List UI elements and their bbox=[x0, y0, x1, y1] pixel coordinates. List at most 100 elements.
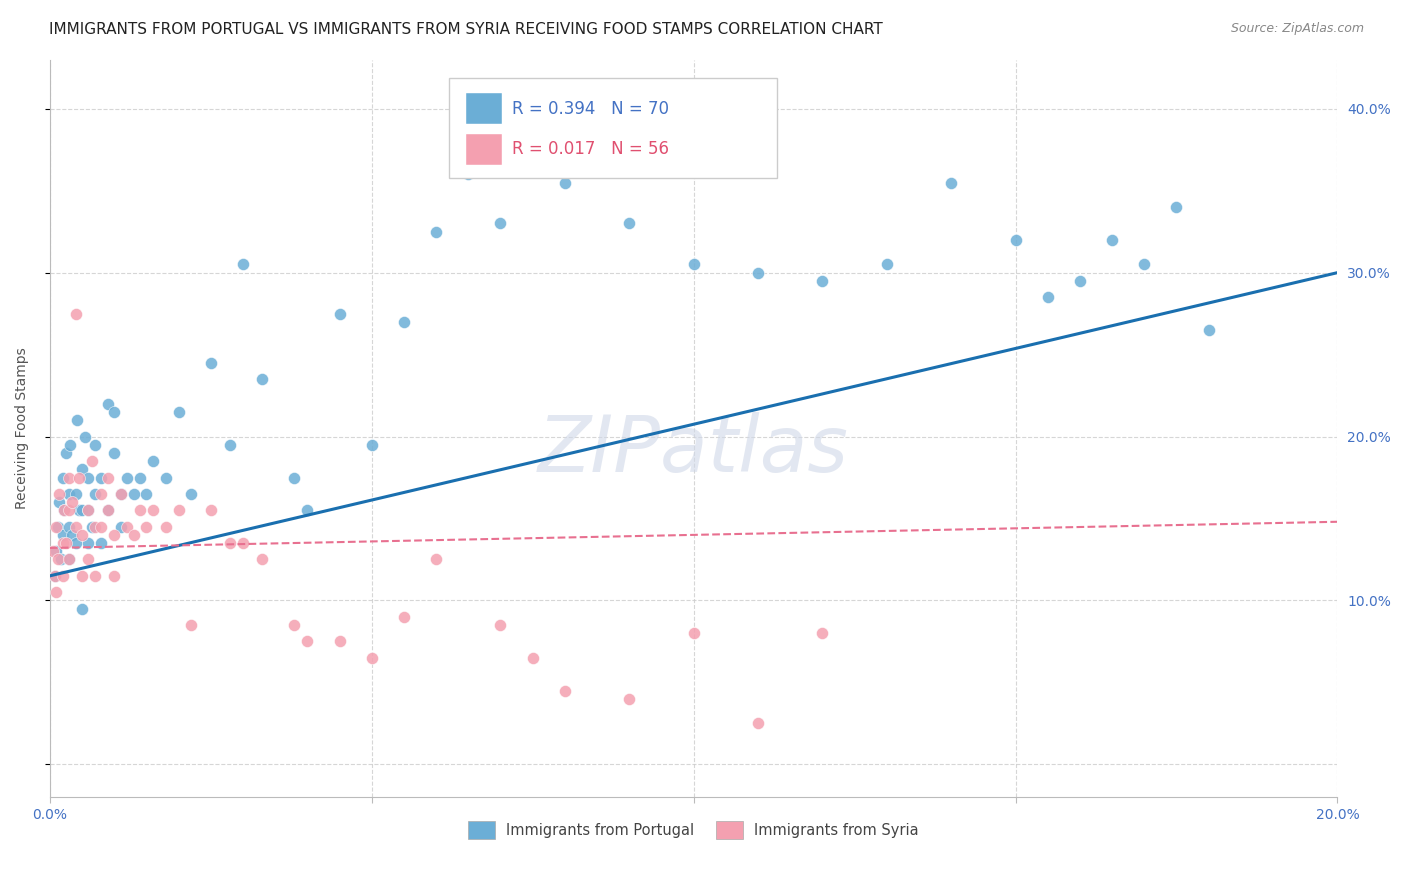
Point bbox=[70, 528, 93, 542]
Point bbox=[52, 528, 75, 542]
Point bbox=[167, 503, 190, 517]
Point bbox=[83, 519, 105, 533]
Point bbox=[1036, 290, 1059, 304]
Point bbox=[103, 528, 125, 542]
Point bbox=[554, 176, 576, 190]
Point bbox=[67, 503, 90, 517]
Point bbox=[77, 470, 100, 484]
Point bbox=[83, 438, 105, 452]
Point bbox=[46, 519, 69, 533]
Point bbox=[90, 519, 112, 533]
Point bbox=[45, 585, 67, 599]
Point bbox=[747, 266, 769, 280]
Point bbox=[70, 462, 93, 476]
Point bbox=[142, 503, 165, 517]
Point bbox=[360, 650, 382, 665]
Point bbox=[1133, 257, 1156, 271]
Point bbox=[70, 569, 93, 583]
FancyBboxPatch shape bbox=[465, 93, 502, 124]
Point bbox=[811, 274, 834, 288]
Point bbox=[811, 626, 834, 640]
Point bbox=[65, 487, 87, 501]
Point bbox=[252, 372, 274, 386]
Point bbox=[77, 503, 100, 517]
Point bbox=[1004, 233, 1026, 247]
Point bbox=[90, 487, 112, 501]
Point bbox=[155, 519, 177, 533]
Point bbox=[44, 569, 66, 583]
Point bbox=[135, 487, 157, 501]
Point bbox=[110, 487, 132, 501]
Point bbox=[1198, 323, 1220, 337]
Point bbox=[1069, 274, 1091, 288]
Point bbox=[97, 503, 120, 517]
Point bbox=[457, 167, 479, 181]
Text: Source: ZipAtlas.com: Source: ZipAtlas.com bbox=[1230, 22, 1364, 36]
Text: IMMIGRANTS FROM PORTUGAL VS IMMIGRANTS FROM SYRIA RECEIVING FOOD STAMPS CORRELAT: IMMIGRANTS FROM PORTUGAL VS IMMIGRANTS F… bbox=[49, 22, 883, 37]
Point bbox=[135, 519, 157, 533]
Point bbox=[232, 257, 254, 271]
Point bbox=[115, 519, 138, 533]
Point bbox=[90, 470, 112, 484]
Point bbox=[77, 552, 100, 566]
Point bbox=[45, 519, 67, 533]
Point bbox=[51, 552, 73, 566]
Point bbox=[52, 470, 75, 484]
Point bbox=[939, 176, 962, 190]
Point bbox=[97, 503, 120, 517]
Point bbox=[52, 536, 75, 550]
Point bbox=[328, 634, 350, 648]
Point bbox=[167, 405, 190, 419]
Point bbox=[48, 495, 70, 509]
Point bbox=[489, 618, 512, 632]
Point bbox=[65, 536, 87, 550]
Point bbox=[42, 544, 65, 558]
Point bbox=[103, 446, 125, 460]
Point bbox=[77, 536, 100, 550]
Point bbox=[1166, 200, 1188, 214]
Point bbox=[682, 626, 704, 640]
Point bbox=[70, 601, 93, 615]
Point bbox=[80, 454, 103, 468]
FancyBboxPatch shape bbox=[465, 134, 502, 165]
Point bbox=[90, 536, 112, 550]
Point bbox=[58, 552, 80, 566]
Point bbox=[425, 225, 447, 239]
Point bbox=[232, 536, 254, 550]
Point bbox=[180, 487, 202, 501]
Point bbox=[283, 470, 305, 484]
Y-axis label: Receiving Food Stamps: Receiving Food Stamps bbox=[15, 348, 30, 509]
Point bbox=[129, 470, 152, 484]
Point bbox=[55, 536, 77, 550]
Point bbox=[876, 257, 898, 271]
Point bbox=[80, 519, 103, 533]
Point bbox=[110, 519, 132, 533]
Point bbox=[83, 569, 105, 583]
Point bbox=[219, 536, 242, 550]
Point bbox=[65, 307, 87, 321]
Point bbox=[53, 503, 76, 517]
Point bbox=[58, 470, 80, 484]
Point bbox=[70, 503, 93, 517]
Point bbox=[58, 519, 80, 533]
Point bbox=[59, 438, 82, 452]
Point bbox=[52, 569, 75, 583]
Point bbox=[747, 716, 769, 731]
Point bbox=[55, 446, 77, 460]
Point bbox=[252, 552, 274, 566]
Point bbox=[60, 495, 83, 509]
Point bbox=[97, 470, 120, 484]
Point bbox=[66, 413, 89, 427]
Point bbox=[1101, 233, 1123, 247]
Point bbox=[48, 487, 70, 501]
Point bbox=[155, 470, 177, 484]
Point bbox=[522, 650, 544, 665]
Point bbox=[45, 544, 67, 558]
Point bbox=[67, 470, 90, 484]
Point bbox=[297, 503, 319, 517]
Point bbox=[58, 503, 80, 517]
Point bbox=[60, 528, 83, 542]
Point bbox=[682, 257, 704, 271]
Point bbox=[283, 618, 305, 632]
Point bbox=[142, 454, 165, 468]
